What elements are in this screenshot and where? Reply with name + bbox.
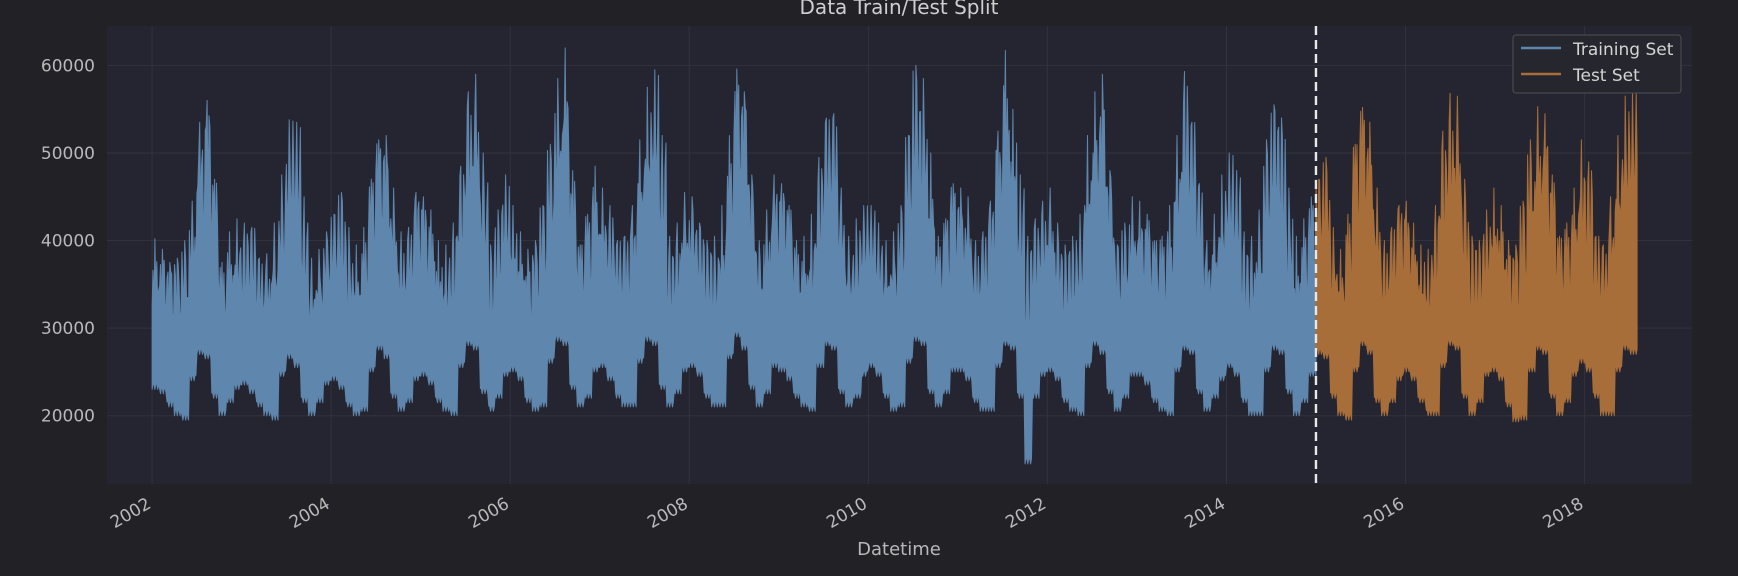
y-tick-label: 20000	[41, 407, 95, 427]
legend-test-label: Test Set	[1572, 66, 1640, 86]
x-axis-title: Datetime	[857, 539, 941, 560]
legend-box	[1512, 34, 1682, 94]
y-tick-label: 60000	[41, 56, 95, 76]
y-tick-label: 50000	[41, 144, 95, 164]
chart-title: Data Train/Test Split	[800, 0, 999, 19]
y-tick-label: 30000	[41, 319, 95, 339]
legend-training-label: Training Set	[1572, 40, 1674, 60]
y-tick-label: 40000	[41, 232, 95, 252]
y-axis: 20000 30000 40000 50000 60000	[41, 56, 95, 426]
legend: Training Set Test Set	[1512, 34, 1682, 94]
test-set-series	[1315, 92, 1638, 423]
